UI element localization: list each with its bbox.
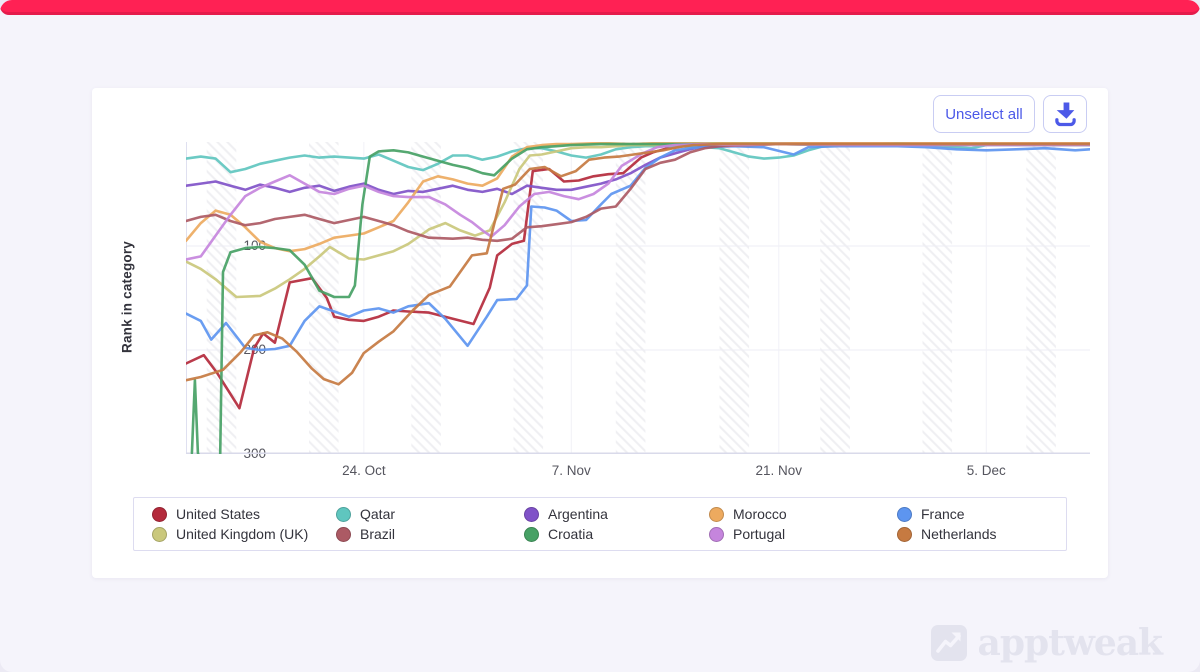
- legend-color-dot: [709, 506, 724, 522]
- legend-item-brazil[interactable]: Brazil: [336, 526, 524, 542]
- legend-item-label: Netherlands: [921, 526, 997, 542]
- legend-item-label: Brazil: [360, 526, 396, 542]
- legend-color-dot: [336, 526, 351, 542]
- legend-color-dot: [897, 506, 912, 522]
- series-line-netherlands[interactable]: [186, 142, 1090, 386]
- legend-item-croatia[interactable]: Croatia: [524, 526, 709, 542]
- x-tick-label: 21. Nov: [755, 463, 803, 478]
- x-tick-label: 24. Oct: [342, 463, 386, 478]
- chart-card: Unselect all Rank in category 100 200 300 …: [92, 88, 1108, 578]
- legend-item-label: Argentina: [548, 506, 608, 522]
- legend-color-dot: [709, 526, 724, 542]
- legend-item-united-states[interactable]: United States: [152, 506, 336, 522]
- download-icon: [1054, 101, 1077, 127]
- top-accent-bar: [0, 0, 1200, 15]
- apptweak-watermark: apptweak: [930, 622, 1163, 664]
- weekend-band: [615, 142, 646, 454]
- series-line-brazil[interactable]: [186, 142, 1090, 243]
- legend-item-label: Portugal: [733, 526, 786, 542]
- legend-item-label: United States: [176, 506, 261, 522]
- legend-color-dot: [897, 526, 912, 542]
- legend-color-dot: [336, 506, 351, 522]
- legend-item-argentina[interactable]: Argentina: [524, 506, 709, 522]
- legend-item-portugal[interactable]: Portugal: [709, 526, 897, 542]
- x-tick-label: 5. Dec: [966, 463, 1006, 478]
- weekend-band: [820, 142, 850, 454]
- legend-color-dot: [524, 526, 539, 542]
- chart-legend: United States Qatar Argentina Morocco France…: [133, 497, 1067, 551]
- legend-item-france[interactable]: France: [897, 506, 1066, 522]
- rank-chart-plot: [186, 142, 1090, 454]
- legend-item-label: France: [921, 506, 965, 522]
- weekend-band: [719, 142, 750, 454]
- legend-item-label: Qatar: [360, 506, 396, 522]
- legend-item-qatar[interactable]: Qatar: [336, 506, 524, 522]
- legend-color-dot: [152, 526, 167, 542]
- weekend-band: [922, 142, 953, 454]
- watermark-wordmark: apptweak: [977, 622, 1163, 664]
- legend-color-dot: [152, 506, 167, 522]
- weekend-band: [1026, 142, 1056, 454]
- unselect-all-button[interactable]: Unselect all: [933, 95, 1035, 133]
- y-axis-title: Rank in category: [119, 241, 135, 353]
- trend-zigzag-icon: [930, 624, 968, 662]
- legend-item-label: Croatia: [548, 526, 594, 542]
- legend-item-label: United Kingdom (UK): [176, 526, 309, 542]
- download-button[interactable]: [1043, 95, 1087, 133]
- legend-item-label: Morocco: [733, 506, 787, 522]
- legend-item-united-kingdom-uk-[interactable]: United Kingdom (UK): [152, 526, 336, 542]
- legend-color-dot: [524, 506, 539, 522]
- legend-item-netherlands[interactable]: Netherlands: [897, 526, 1066, 542]
- x-tick-label: 7. Nov: [551, 463, 591, 478]
- legend-item-morocco[interactable]: Morocco: [709, 506, 897, 522]
